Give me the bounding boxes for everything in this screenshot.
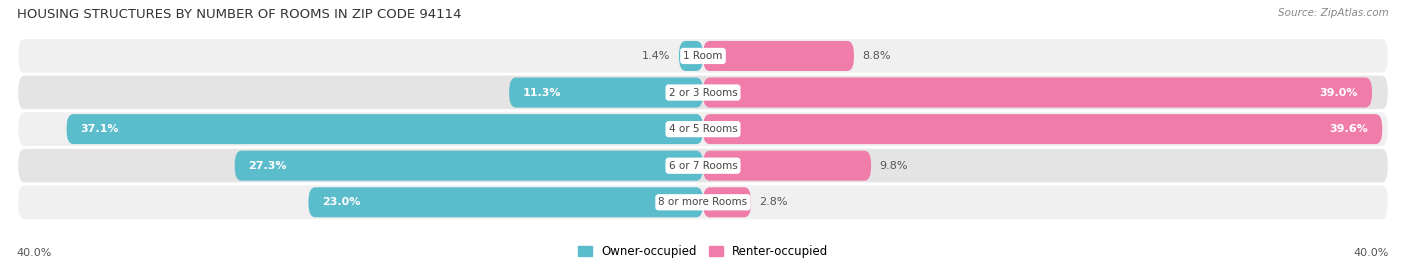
Text: 6 or 7 Rooms: 6 or 7 Rooms [669, 161, 737, 171]
Text: 2 or 3 Rooms: 2 or 3 Rooms [669, 87, 737, 98]
FancyBboxPatch shape [703, 77, 1372, 108]
Text: 37.1%: 37.1% [80, 124, 120, 134]
FancyBboxPatch shape [703, 114, 1382, 144]
Text: 9.8%: 9.8% [880, 161, 908, 171]
Text: 8.8%: 8.8% [862, 51, 891, 61]
FancyBboxPatch shape [679, 41, 703, 71]
Text: 11.3%: 11.3% [523, 87, 561, 98]
Text: 2.8%: 2.8% [759, 197, 789, 207]
FancyBboxPatch shape [17, 38, 1389, 74]
FancyBboxPatch shape [17, 147, 1389, 184]
Text: 1.4%: 1.4% [643, 51, 671, 61]
Text: 39.0%: 39.0% [1320, 87, 1358, 98]
Legend: Owner-occupied, Renter-occupied: Owner-occupied, Renter-occupied [572, 241, 834, 263]
FancyBboxPatch shape [308, 187, 703, 217]
FancyBboxPatch shape [235, 151, 703, 181]
Text: 8 or more Rooms: 8 or more Rooms [658, 197, 748, 207]
FancyBboxPatch shape [17, 111, 1389, 147]
FancyBboxPatch shape [703, 187, 751, 217]
FancyBboxPatch shape [17, 74, 1389, 111]
FancyBboxPatch shape [703, 151, 872, 181]
Text: 40.0%: 40.0% [17, 248, 52, 258]
Text: 27.3%: 27.3% [249, 161, 287, 171]
Text: 39.6%: 39.6% [1330, 124, 1368, 134]
FancyBboxPatch shape [509, 77, 703, 108]
FancyBboxPatch shape [17, 184, 1389, 221]
FancyBboxPatch shape [703, 41, 853, 71]
Text: Source: ZipAtlas.com: Source: ZipAtlas.com [1278, 8, 1389, 18]
Text: 40.0%: 40.0% [1354, 248, 1389, 258]
Text: 23.0%: 23.0% [322, 197, 360, 207]
Text: HOUSING STRUCTURES BY NUMBER OF ROOMS IN ZIP CODE 94114: HOUSING STRUCTURES BY NUMBER OF ROOMS IN… [17, 8, 461, 21]
FancyBboxPatch shape [66, 114, 703, 144]
Text: 1 Room: 1 Room [683, 51, 723, 61]
Text: 4 or 5 Rooms: 4 or 5 Rooms [669, 124, 737, 134]
